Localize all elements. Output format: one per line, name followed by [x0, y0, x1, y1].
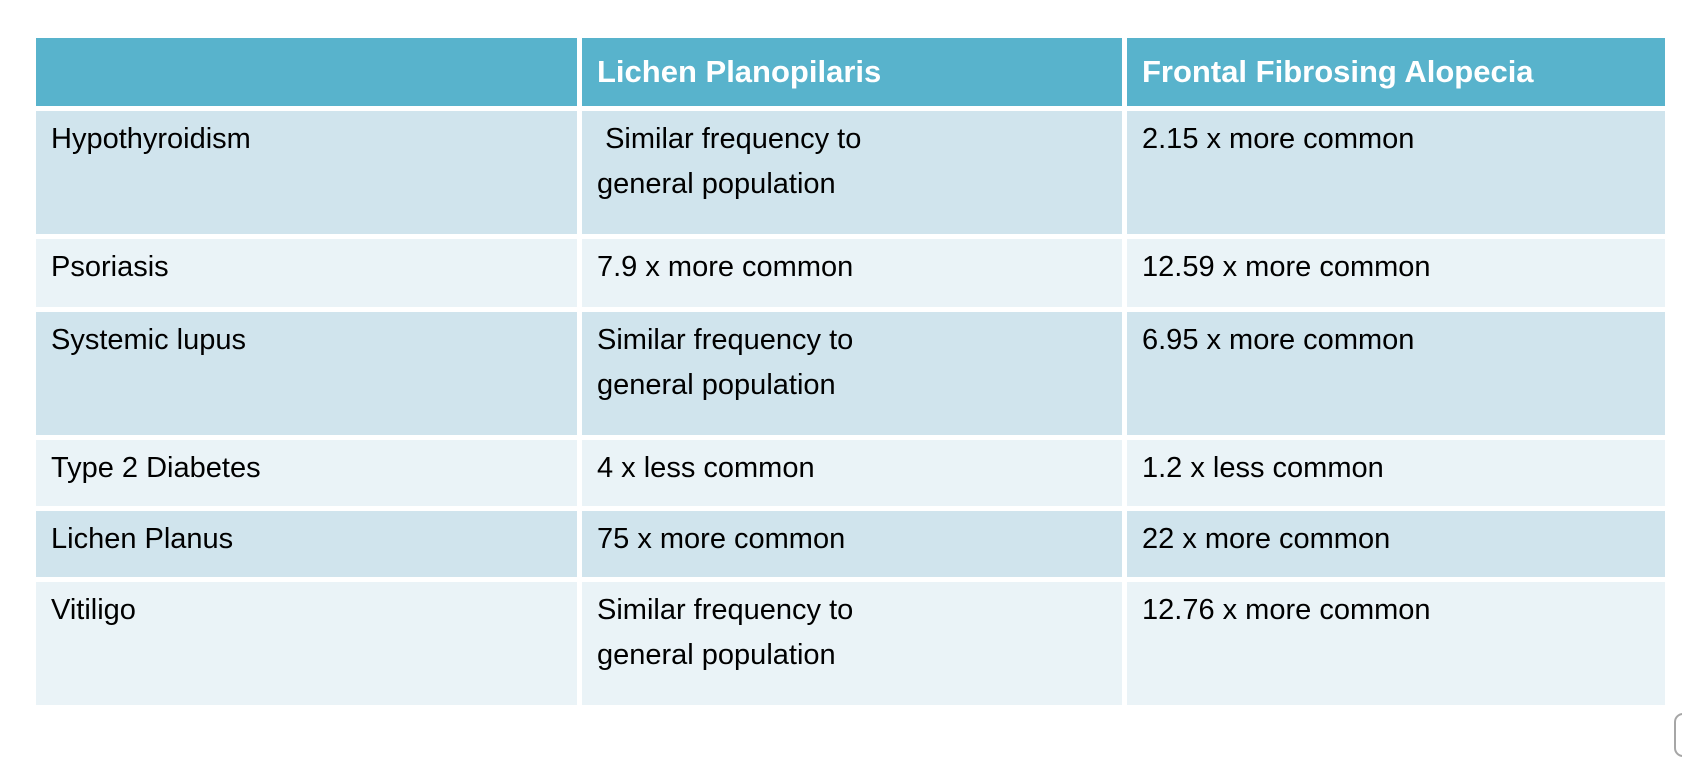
ffa-header-cell: Frontal Fibrosing Alopecia	[1127, 38, 1665, 106]
condition-name-cell: Systemic lupus	[36, 312, 577, 435]
comorbidity-table: Lichen Planopilaris Frontal Fibrosing Al…	[36, 38, 1665, 705]
ffa-value-cell: 1.2 x less common	[1127, 440, 1665, 506]
lpp-value-cell: 75 x more common	[582, 511, 1122, 577]
lpp-header-cell: Lichen Planopilaris	[582, 38, 1122, 106]
condition-name-cell: Lichen Planus	[36, 511, 577, 577]
partial-button-corner[interactable]	[1674, 713, 1682, 757]
condition-name-cell: Psoriasis	[36, 239, 577, 307]
lpp-value-cell: 7.9 x more common	[582, 239, 1122, 307]
lpp-value-cell: Similar frequency to general population	[582, 582, 1122, 705]
corner-header-cell	[36, 38, 577, 106]
lpp-value-cell: Similar frequency to general population	[582, 111, 1122, 234]
condition-name-cell: Hypothyroidism	[36, 111, 577, 234]
condition-name-cell: Vitiligo	[36, 582, 577, 705]
ffa-value-cell: 6.95 x more common	[1127, 312, 1665, 435]
lpp-value-cell: Similar frequency to general population	[582, 312, 1122, 435]
lpp-value-cell: 4 x less common	[582, 440, 1122, 506]
condition-name-cell: Type 2 Diabetes	[36, 440, 577, 506]
ffa-value-cell: 12.76 x more common	[1127, 582, 1665, 705]
ffa-value-cell: 12.59 x more common	[1127, 239, 1665, 307]
ffa-value-cell: 2.15 x more common	[1127, 111, 1665, 234]
ffa-value-cell: 22 x more common	[1127, 511, 1665, 577]
